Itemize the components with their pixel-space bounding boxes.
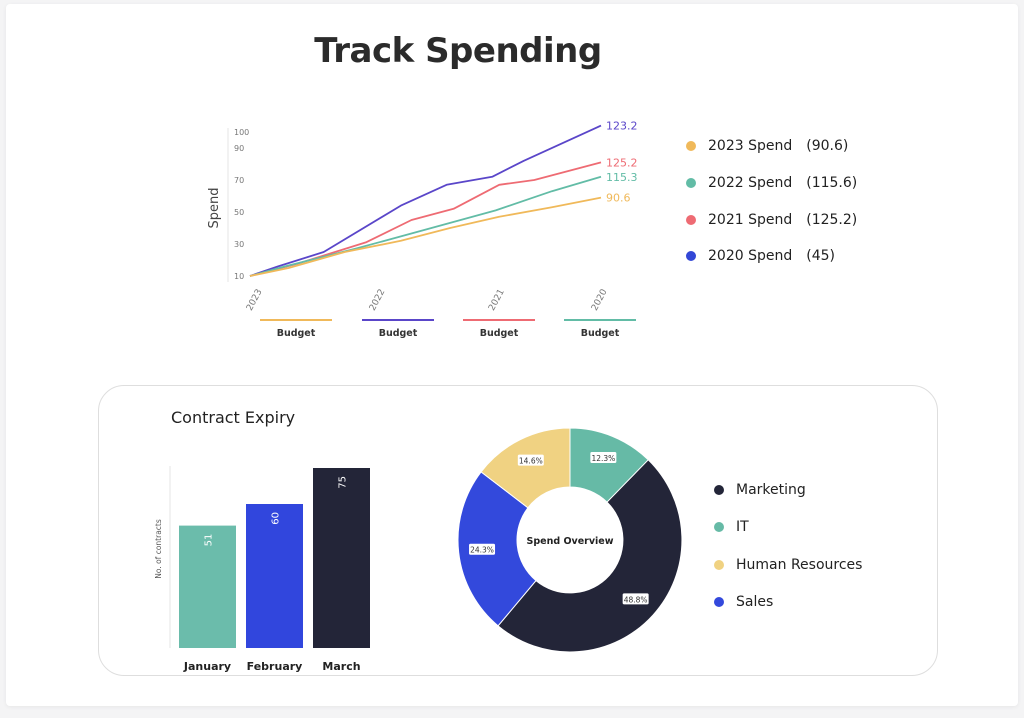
legend-value: (90.6) bbox=[806, 138, 849, 155]
budget-legend-label: Budget bbox=[277, 328, 316, 339]
x-tick-label: 2022 bbox=[368, 288, 388, 313]
legend-label: Sales bbox=[736, 594, 774, 611]
card-title: Contract Expiry bbox=[171, 408, 296, 427]
series-end-label: 123.2 bbox=[606, 120, 638, 133]
x-tick-label: January bbox=[183, 660, 231, 673]
budget-legend-label: Budget bbox=[480, 328, 519, 339]
y-axis-label: Spend bbox=[207, 188, 222, 229]
legend-value: (115.6) bbox=[806, 175, 858, 192]
spend-legend: 2023 Spend (90.6) 2022 Spend (115.6) 202… bbox=[686, 128, 857, 275]
series-line bbox=[249, 124, 602, 277]
legend-item-2020[interactable]: 2020 Spend (45) bbox=[686, 238, 857, 275]
legend-label: Marketing bbox=[736, 481, 806, 498]
bar-value-label: 75 bbox=[338, 476, 349, 489]
y-tick-label: 10 bbox=[234, 272, 244, 281]
slice-label-box bbox=[622, 593, 649, 605]
legend-dot bbox=[686, 141, 696, 152]
donut-slice bbox=[457, 471, 537, 627]
legend-item-2022[interactable]: 2022 Spend (115.6) bbox=[686, 165, 857, 202]
y-axis-label: No. of contracts bbox=[154, 519, 163, 579]
legend-item-human-resources[interactable]: Human Resources bbox=[714, 546, 862, 584]
slice-value-label: 12.3% bbox=[591, 454, 615, 463]
donut-center-label: Spend Overview bbox=[526, 536, 613, 547]
slice-label-box bbox=[517, 454, 544, 466]
bar bbox=[313, 468, 370, 648]
series-line bbox=[249, 196, 602, 277]
series-line bbox=[249, 175, 602, 277]
slice-value-label: 48.8% bbox=[624, 595, 648, 604]
legend-label: IT bbox=[736, 519, 749, 536]
series-end-label: 125.2 bbox=[606, 156, 638, 169]
legend-dot bbox=[714, 522, 724, 533]
slice-value-label: 24.3% bbox=[470, 546, 494, 555]
spend-overview-donut: 48.8% 24.3% 14.6% 12.3% Spend Overview bbox=[457, 427, 683, 653]
x-tick-label: 2021 bbox=[487, 288, 507, 313]
budget-legend-label: Budget bbox=[379, 328, 418, 339]
x-tick-label: March bbox=[322, 660, 360, 673]
bar bbox=[179, 525, 236, 648]
slice-label-box bbox=[469, 543, 496, 555]
bar-value-label: 51 bbox=[204, 534, 215, 547]
y-tick-label: 30 bbox=[234, 240, 244, 249]
legend-dot bbox=[686, 178, 696, 189]
legend-dot bbox=[686, 214, 696, 225]
legend-value: (125.2) bbox=[806, 211, 858, 228]
donut-slice bbox=[569, 427, 649, 503]
legend-label: Human Resources bbox=[736, 556, 863, 573]
y-tick-label: 70 bbox=[234, 176, 244, 185]
legend-label: 2020 Spend bbox=[708, 248, 793, 265]
contract-bar-chart: No. of contracts 51 January 60 February 75 Mar… bbox=[154, 466, 370, 673]
legend-item-sales[interactable]: Sales bbox=[714, 584, 862, 622]
legend-value: (45) bbox=[806, 248, 835, 265]
dashboard-page: Track Spending 10 30 50 70 90 100 Spend 2023 202… bbox=[6, 4, 1018, 706]
y-tick-label: 50 bbox=[234, 208, 244, 217]
legend-dot bbox=[714, 597, 724, 608]
bar-value-label: 60 bbox=[271, 512, 282, 525]
legend-label: 2023 Spend bbox=[708, 138, 793, 155]
budget-legend-label: Budget bbox=[581, 328, 620, 339]
department-legend: Marketing IT Human Resources Sales bbox=[714, 471, 862, 621]
contract-expiry-card: Contract Expiry No. of contracts 51 Januar… bbox=[98, 385, 938, 676]
x-tick-label: 2023 bbox=[245, 288, 265, 313]
legend-dot bbox=[714, 559, 724, 570]
legend-item-2021[interactable]: 2021 Spend (125.2) bbox=[686, 201, 857, 238]
bar bbox=[246, 504, 303, 648]
series-end-label: 90.6 bbox=[606, 192, 631, 205]
slice-label-box bbox=[590, 452, 617, 464]
page-title: Track Spending bbox=[314, 31, 602, 71]
legend-dot bbox=[686, 251, 696, 262]
legend-item-it[interactable]: IT bbox=[714, 509, 862, 547]
legend-label: 2021 Spend bbox=[708, 211, 793, 228]
x-tick-label: 2020 bbox=[590, 287, 610, 312]
slice-value-label: 14.6% bbox=[519, 457, 543, 466]
legend-item-2023[interactable]: 2023 Spend (90.6) bbox=[686, 128, 857, 165]
series-end-label: 115.3 bbox=[606, 171, 638, 184]
y-tick-label: 100 bbox=[234, 128, 249, 137]
y-tick-label: 90 bbox=[234, 144, 244, 153]
spend-line-chart: 10 30 50 70 90 100 Spend 2023 2022 2021 2020 123.2 1… bbox=[207, 120, 638, 339]
legend-label: 2022 Spend bbox=[708, 175, 793, 192]
legend-item-marketing[interactable]: Marketing bbox=[714, 471, 862, 509]
x-tick-label: February bbox=[247, 660, 303, 673]
legend-dot bbox=[714, 484, 724, 495]
